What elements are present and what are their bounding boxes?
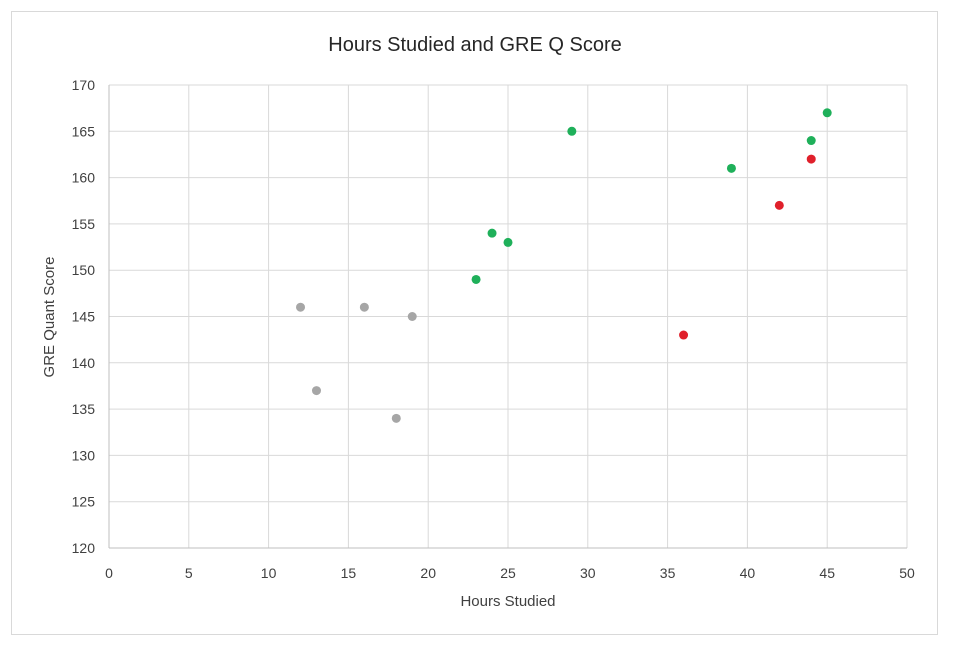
x-tick-label: 0 xyxy=(105,565,113,581)
data-point xyxy=(567,126,577,136)
chart-area xyxy=(11,11,938,635)
data-points xyxy=(296,108,832,423)
x-tick-label: 35 xyxy=(660,565,676,581)
x-tick-label: 10 xyxy=(261,565,277,581)
x-tick-label: 15 xyxy=(341,565,357,581)
data-point xyxy=(391,413,401,423)
data-point xyxy=(679,330,689,340)
x-tick-label: 30 xyxy=(580,565,596,581)
data-point xyxy=(407,312,417,321)
y-tick-label: 155 xyxy=(72,216,96,232)
y-tick-label: 170 xyxy=(72,77,96,93)
y-tick-label: 165 xyxy=(72,123,96,139)
data-point xyxy=(806,154,816,164)
tick-labels: 0 5 10 15 20 25 30 35 40 45 50 120 125 130 135 140 145 15… xyxy=(72,77,915,581)
y-tick-label: 140 xyxy=(72,355,96,371)
y-axis-label: GRE Quant Score xyxy=(41,257,58,378)
x-axis-label: Hours Studied xyxy=(460,593,555,610)
data-point xyxy=(774,200,784,210)
x-tick-label: 25 xyxy=(500,565,516,581)
x-tick-label: 40 xyxy=(740,565,756,581)
data-point xyxy=(296,302,306,312)
x-tick-label: 5 xyxy=(185,565,193,581)
chart-title: Hours Studied and GRE Q Score xyxy=(328,34,621,56)
data-point xyxy=(806,136,816,146)
data-point xyxy=(471,274,481,284)
y-tick-label: 130 xyxy=(72,447,96,463)
data-point xyxy=(311,386,321,396)
y-tick-label: 120 xyxy=(72,540,96,556)
gridlines xyxy=(109,84,908,548)
x-tick-label: 45 xyxy=(819,565,835,581)
x-tick-label: 50 xyxy=(899,565,915,581)
data-point xyxy=(822,108,832,118)
y-tick-label: 125 xyxy=(72,494,96,510)
data-point xyxy=(726,163,736,173)
axes xyxy=(108,85,907,549)
y-tick-label: 160 xyxy=(72,170,96,186)
data-point xyxy=(503,237,513,247)
y-tick-label: 135 xyxy=(72,401,96,417)
data-point xyxy=(359,302,369,312)
x-tick-label: 20 xyxy=(420,565,436,581)
data-point xyxy=(487,228,497,238)
y-tick-label: 150 xyxy=(72,262,96,278)
y-tick-label: 145 xyxy=(72,309,96,325)
